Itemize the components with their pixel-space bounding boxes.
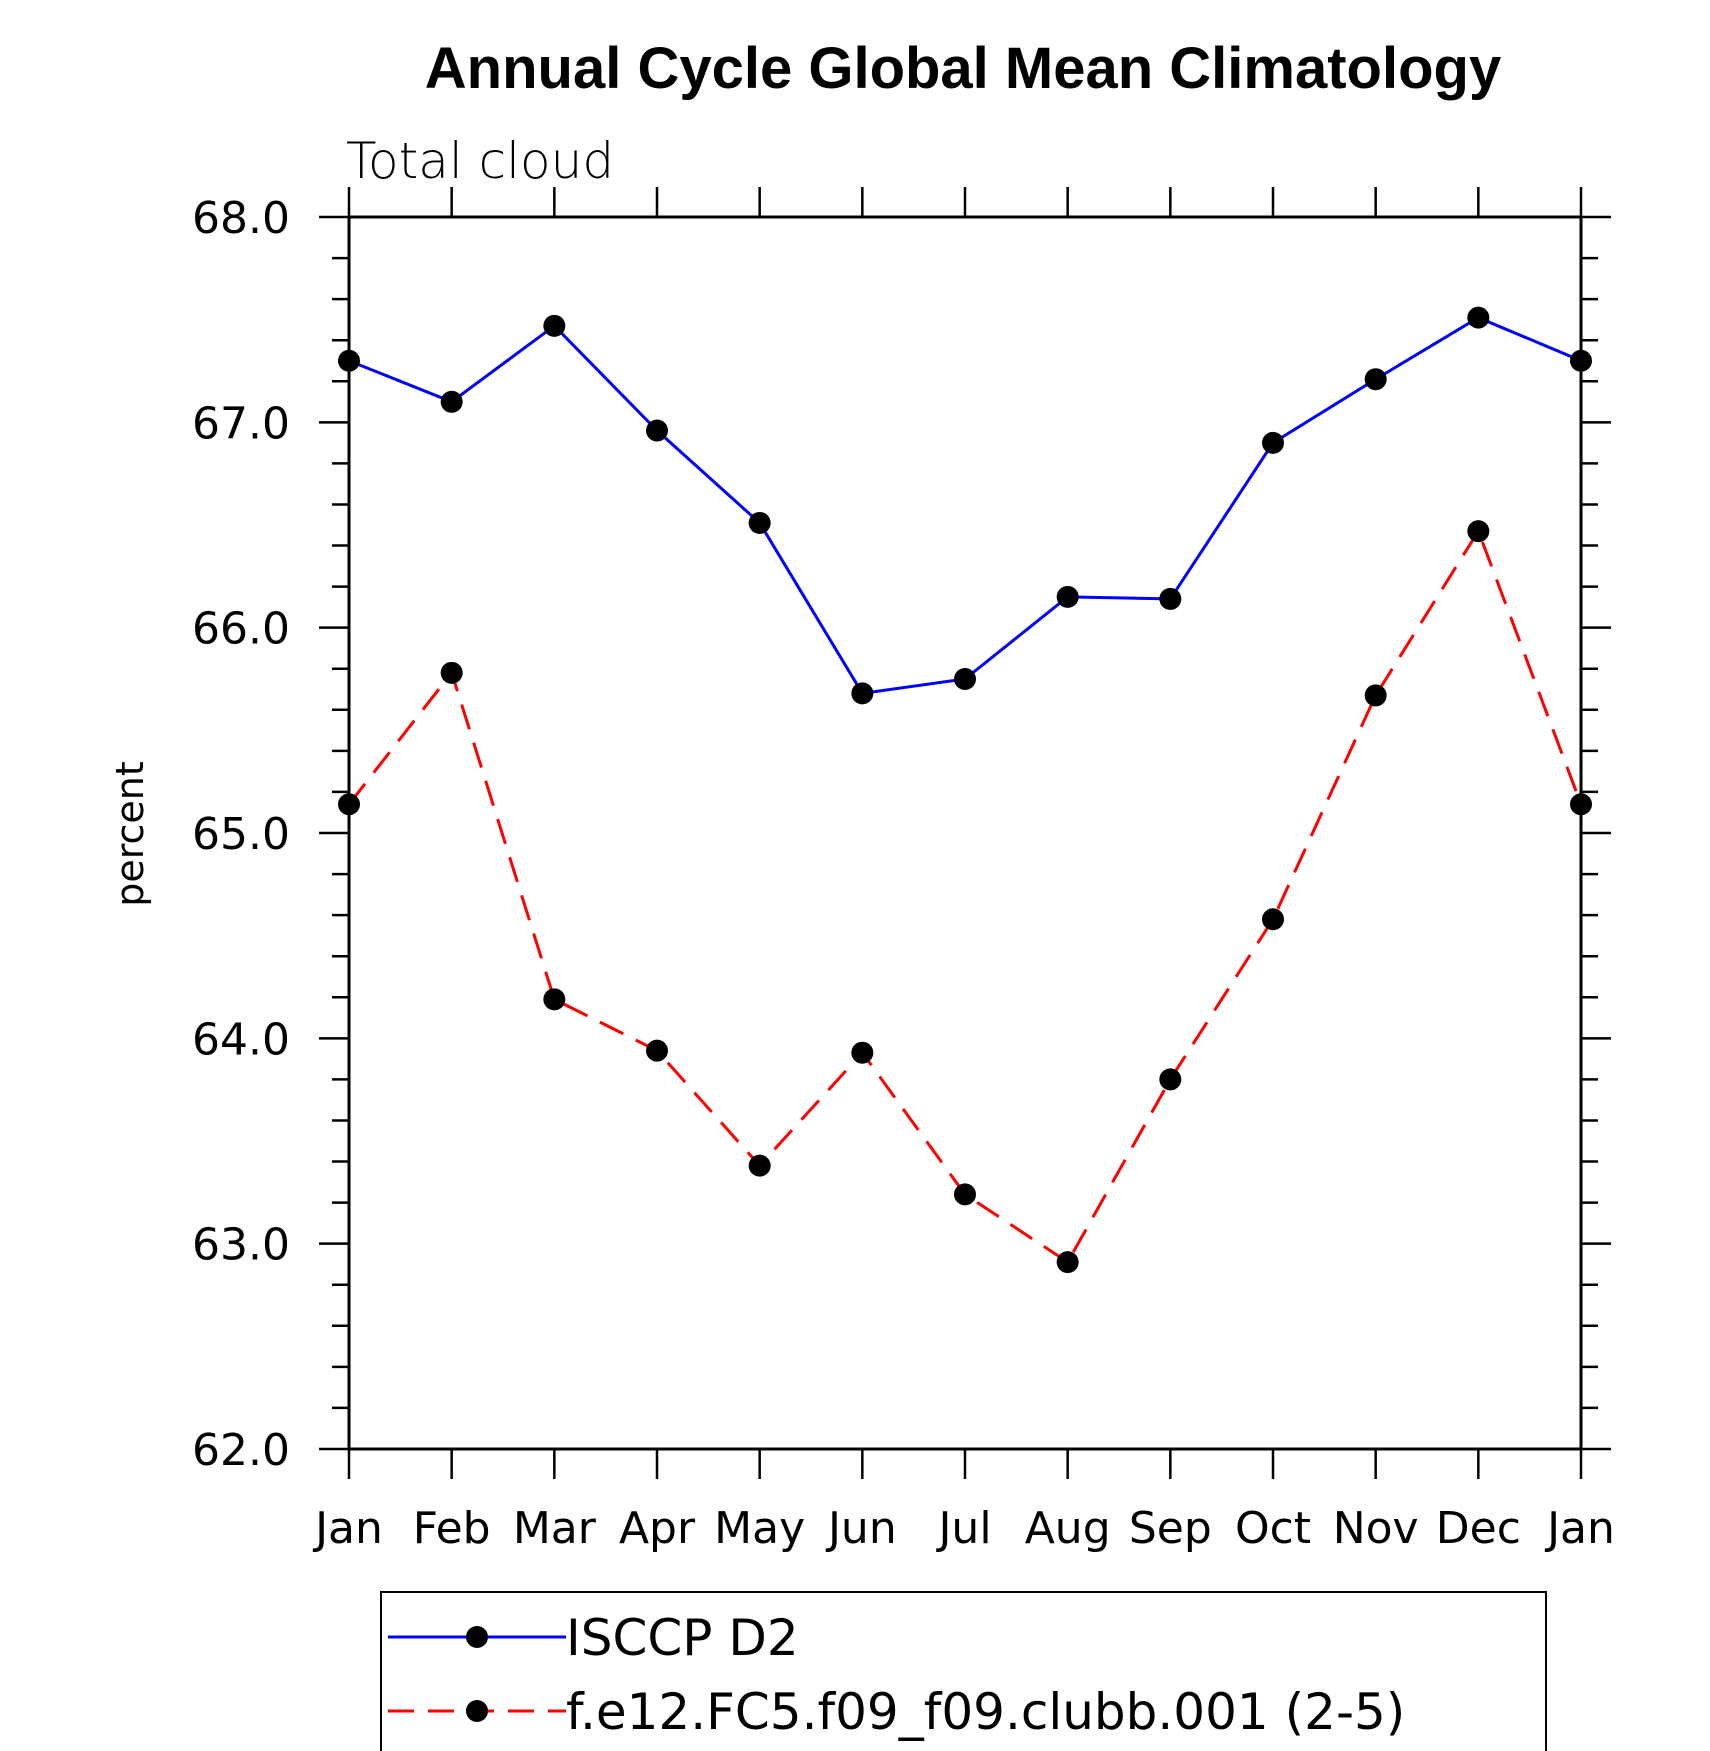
y-tick-label: 67.0 [192, 398, 290, 449]
x-tick-label: Aug [1025, 1503, 1111, 1554]
legend-marker-series-2 [466, 1700, 488, 1722]
data-point-series-1 [851, 682, 874, 705]
data-point-series-2 [748, 1154, 771, 1177]
data-point-series-1 [954, 668, 976, 690]
y-tick-label: 68.0 [192, 193, 290, 244]
data-point-series-1 [1159, 587, 1182, 610]
y-axis-label: percent [108, 761, 152, 907]
data-point-series-1 [543, 314, 566, 337]
data-point-series-2 [646, 1039, 668, 1062]
legend-label-series-2: f.e12.FC5.f09_f09.clubb.001 (2-5) [566, 1683, 1405, 1741]
data-point-series-2 [1159, 1068, 1182, 1091]
data-point-series-2 [1570, 793, 1592, 816]
x-tick-label: Apr [619, 1503, 696, 1554]
x-tick-label: Sep [1129, 1503, 1212, 1554]
data-point-series-2 [1056, 1251, 1079, 1274]
data-point-series-1 [646, 419, 668, 442]
y-axis-tick-labels: 62.0 63.0 64.0 65.0 66.0 67.0 68.0 [192, 193, 290, 1476]
data-point-series-1 [440, 390, 463, 413]
x-tick-label: May [714, 1503, 805, 1554]
y-tick-label: 65.0 [192, 809, 290, 860]
data-point-series-2 [954, 1183, 976, 1206]
x-tick-label: Jul [935, 1503, 991, 1554]
legend: ISCCP D2 f.e12.FC5.f09_f09.clubb.001 (2-… [380, 1591, 1547, 1751]
data-point-series-2 [543, 988, 566, 1011]
legend-marker-series-1 [466, 1626, 488, 1648]
chart-title: Annual Cycle Global Mean Climatology [425, 36, 1501, 101]
x-tick-label: Jun [825, 1503, 897, 1554]
data-point-series-1 [1467, 306, 1490, 329]
data-point-series-1 [1056, 585, 1079, 608]
y-tick-label: 66.0 [192, 604, 290, 655]
x-tick-label: Nov [1333, 1503, 1419, 1554]
x-tick-label: Dec [1436, 1503, 1521, 1554]
data-point-series-2 [1262, 908, 1284, 931]
x-tick-label: Jan [1544, 1503, 1615, 1554]
data-point-series-1 [1262, 431, 1284, 454]
plot-frame [347, 215, 1583, 1451]
legend-label-series-1: ISCCP D2 [566, 1609, 799, 1667]
x-tick-label: Mar [513, 1503, 597, 1554]
y-tick-label: 64.0 [192, 1014, 290, 1065]
x-axis-ticks [347, 187, 1583, 1479]
data-point-series-1 [338, 349, 360, 372]
data-point-series-2 [851, 1041, 874, 1064]
data-point-series-1 [1364, 368, 1387, 391]
legend-box [380, 1591, 1547, 1751]
x-tick-label: Jan [312, 1503, 383, 1554]
y-tick-label: 62.0 [192, 1425, 290, 1476]
y-axis-ticks [319, 215, 1611, 1451]
chart-subtitle: Total cloud [346, 132, 614, 190]
data-point-series-2 [1467, 520, 1490, 543]
data-point-series-2 [338, 793, 360, 816]
y-tick-label: 63.0 [192, 1220, 290, 1271]
x-axis-tick-labels: Jan Feb Mar Apr May Jun Jul Aug Sep Oct Nov Dec Jan [312, 1503, 1615, 1554]
x-tick-label: Feb [413, 1503, 491, 1554]
series-line-2 [347, 527, 1583, 1265]
series-layer [338, 306, 1592, 1274]
data-point-series-2 [440, 661, 463, 684]
data-point-series-1 [1570, 349, 1592, 372]
x-tick-label: Oct [1235, 1503, 1311, 1554]
data-point-series-2 [1364, 684, 1387, 707]
data-point-series-1 [748, 511, 771, 534]
series-line-1 [348, 315, 1582, 695]
